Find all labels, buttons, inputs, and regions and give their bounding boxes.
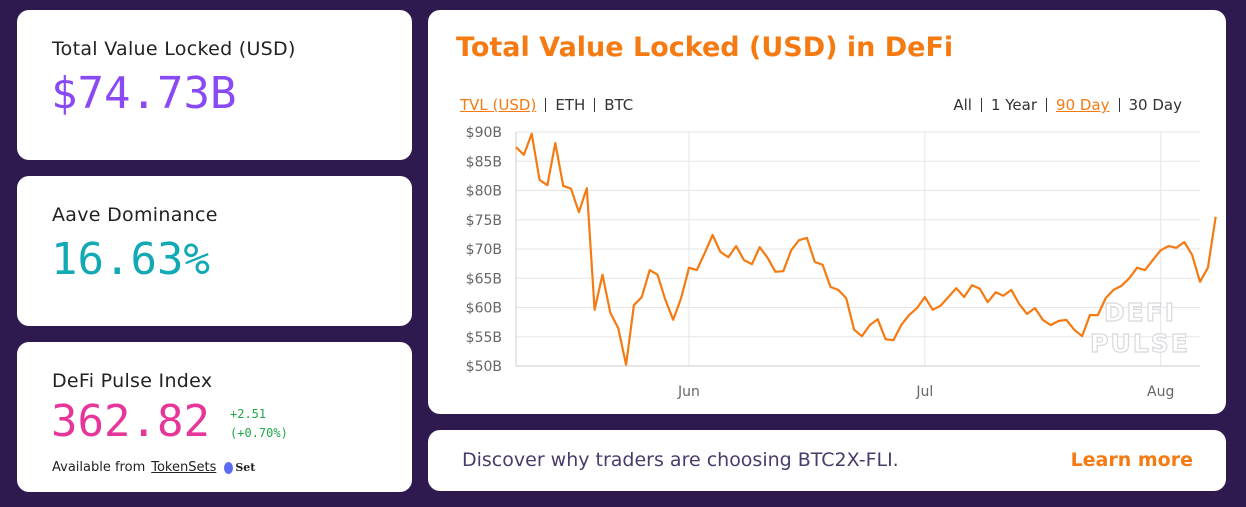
y-tick-label: $75B [466,213,502,229]
set-icon [224,461,234,474]
separator [980,98,982,112]
card-label: Total Value Locked (USD) [52,38,296,60]
card-value: 16.63% [51,234,210,285]
x-tick-label: Jul [915,384,933,400]
range-tabs: All 1 Year 90 Day 30 Day [953,96,1182,114]
x-tick-label: Jun [677,384,700,400]
tab[interactable]: 90 Day [1056,96,1110,114]
separator [594,98,596,112]
card-value: $74.73B [51,68,237,119]
tab[interactable]: BTC [604,96,634,114]
watermark: DEFI [1104,298,1176,327]
y-tick-label: $70B [466,242,502,258]
source-link[interactable]: TokenSets [151,460,217,475]
tab[interactable]: ETH [555,96,586,114]
banner-text: Discover why traders are choosing BTC2X-… [462,449,899,471]
dominance-card: Aave Dominance 16.63% [17,176,412,326]
x-tick-label: Aug [1147,384,1174,400]
y-tick-label: $60B [466,301,502,317]
index-card: DeFi Pulse Index 362.82 +2.51 (+0.70%) A… [17,342,412,492]
y-tick-label: $50B [466,359,502,375]
watermark: PULSE [1090,329,1190,358]
tab[interactable]: TVL (USD) [460,96,537,114]
y-tick-label: $55B [466,330,502,346]
source: Available from TokenSets Set [52,460,255,475]
currency-tabs: TVL (USD) ETH BTC [460,96,633,114]
change: +2.51 [230,407,267,421]
change-pct: (+0.70%) [230,426,288,440]
tvl-line [515,132,1217,366]
set-logo: Set [235,461,256,474]
card-label: Aave Dominance [52,204,218,226]
y-tick-label: $90B [466,125,502,141]
tab[interactable]: 1 Year [990,96,1038,114]
y-tick-label: $80B [466,184,502,200]
y-tick-label: $65B [466,271,502,287]
separator [1046,98,1048,112]
separator [545,98,547,112]
chart-card: Total Value Locked (USD) in DeFi TVL (US… [428,10,1226,414]
source-prefix: Available from [52,460,146,475]
tab[interactable]: 30 Day [1128,96,1182,114]
tab[interactable]: All [953,96,972,114]
banner-link[interactable]: Learn more [1070,449,1193,471]
tvl-card: Total Value Locked (USD) $74.73B [17,10,412,160]
chart-title: Total Value Locked (USD) in DeFi [456,32,954,63]
y-tick-label: $85B [466,154,502,170]
chart: $50B $55B $60B $65B $70B $75B $80B $85B $90B Jun J… [466,125,1217,400]
banner: Discover why traders are choosing BTC2X-… [428,430,1226,491]
separator [1118,98,1120,112]
card-value: 362.82 [51,396,210,447]
card-label: DeFi Pulse Index [52,370,213,392]
